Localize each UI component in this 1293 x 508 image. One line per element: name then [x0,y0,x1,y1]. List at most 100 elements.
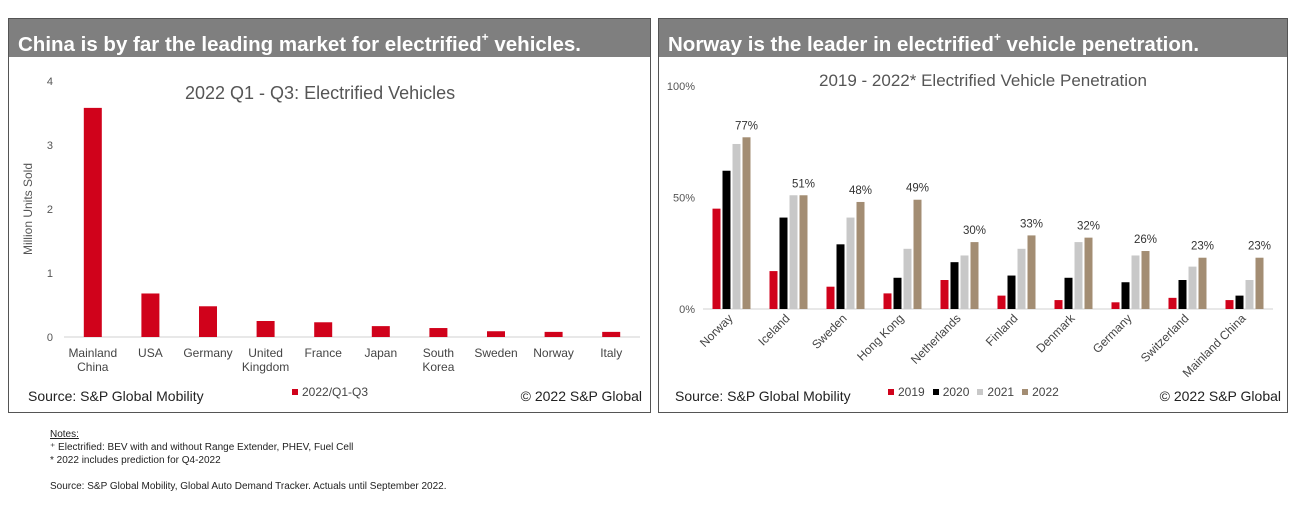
x-category-label: Netherlands [908,311,964,367]
x-category-label: Japan [364,346,397,360]
legend-label: 2021 [987,385,1015,399]
y-tick-label: 1 [47,268,53,280]
x-category-label: Italy [600,346,622,360]
bar [1027,235,1036,309]
right-chart-title: 2019 - 2022* Electrified Vehicle Penetra… [819,71,1147,90]
bar [602,331,621,337]
legend-swatch [292,389,298,395]
bar [826,286,835,309]
bar [913,199,922,309]
bar [314,322,333,337]
bar [1064,277,1073,309]
right-banner-tail: vehicle penetration. [1000,32,1200,56]
legend-item: 2020 [932,385,969,399]
left-source: Source: S&P Global Mobility [28,388,204,404]
bar [1017,248,1026,309]
bar [1168,297,1177,309]
data-label: 49% [906,183,929,195]
data-label: 23% [1248,241,1271,253]
bar [1131,255,1140,309]
y-tick-label: 0% [679,304,695,316]
right-chart-panel: Norway is the leader in electrified+ veh… [658,18,1288,413]
x-category-label: Iceland [755,311,792,348]
bar [544,331,563,337]
x-category-label: Sweden [474,346,517,360]
x-category-label: United Kingdom [242,346,289,374]
bar [487,331,505,337]
bar [199,306,217,337]
bar [83,107,102,337]
bar [1198,257,1207,309]
x-category-label: France [305,346,343,360]
right-copyright: © 2022 S&P Global [1159,388,1281,404]
left-legend: 2022/Q1-Q3 [292,385,376,399]
right-banner: Norway is the leader in electrified+ veh… [659,19,1287,57]
x-category-label: Switzerland [1138,311,1192,365]
data-label: 33% [1020,218,1043,230]
bar [960,255,969,309]
right-legend: 2019 2020 2021 2022 [888,385,1067,399]
notes-heading: Notes: [50,429,79,440]
left-banner: China is by far the leading market for e… [9,19,650,57]
x-category-label: Germany [1090,311,1135,356]
bar [970,242,979,309]
bar [256,321,275,337]
legend-label: 2022 [1032,385,1059,399]
bar [1141,251,1150,309]
bar [799,195,808,309]
x-category-label: Finland [983,311,1021,349]
legend-item: 2021 [977,385,1014,399]
right-chart-svg: 0% 50% 100% 77% Norway 51% Iceland 48% Sweden 49%… [667,81,1273,380]
data-label: 48% [849,185,872,197]
data-label: 30% [963,225,986,237]
notes-source: Source: S&P Global Mobility, Global Auto… [50,481,447,492]
bar [1225,300,1234,309]
left-banner-sup: + [481,30,489,44]
legend-item: 2019 [888,385,925,399]
bar [893,277,902,309]
x-category-label: Hong Kong [854,311,906,363]
bar [742,137,751,309]
left-banner-title: China is by far the leading market for e… [18,32,482,56]
bar [1121,282,1130,309]
left-copyright: © 2022 S&P Global [520,388,642,404]
y-tick-label: 0 [47,332,53,344]
x-category-label: Germany [183,346,232,360]
bar [856,201,865,309]
bar [1245,280,1254,309]
right-banner-title: Norway is the leader in electrified [668,32,994,56]
y-tick-label: 3 [47,140,53,152]
x-category-label: Norway [697,311,736,350]
x-category-label: Denmark [1033,311,1078,356]
x-category-label: Mainland China [68,346,117,374]
legend-item: 2022 [1022,385,1059,399]
bar [1255,257,1264,309]
y-axis-label: Million Units Sold [21,163,35,255]
bar [722,170,731,309]
bar [1007,275,1016,309]
bar [883,293,892,309]
bar [1054,300,1063,309]
x-category-label: Norway [533,346,574,360]
legend-swatch [888,389,894,395]
bar [1235,295,1244,309]
right-banner-sup: + [993,30,1001,44]
bar [1178,280,1187,309]
bar [712,208,721,309]
left-chart-title: 2022 Q1 - Q3: Electrified Vehicles [185,83,456,103]
bar [846,217,855,309]
bar [769,271,778,309]
legend-swatch [977,389,984,395]
notes-line-1: ⁺ Electrified: BEV with and without Rang… [50,442,354,453]
data-label: 51% [792,178,815,190]
data-label: 23% [1191,241,1214,253]
legend-swatch [1022,389,1029,395]
bar [940,280,949,309]
bar [371,326,390,337]
bar [732,143,741,309]
bar [903,248,912,309]
bar [1074,242,1083,309]
data-label: 77% [735,120,758,132]
right-source: Source: S&P Global Mobility [675,388,851,404]
notes: Notes: ⁺ Electrified: BEV with and witho… [50,428,447,493]
